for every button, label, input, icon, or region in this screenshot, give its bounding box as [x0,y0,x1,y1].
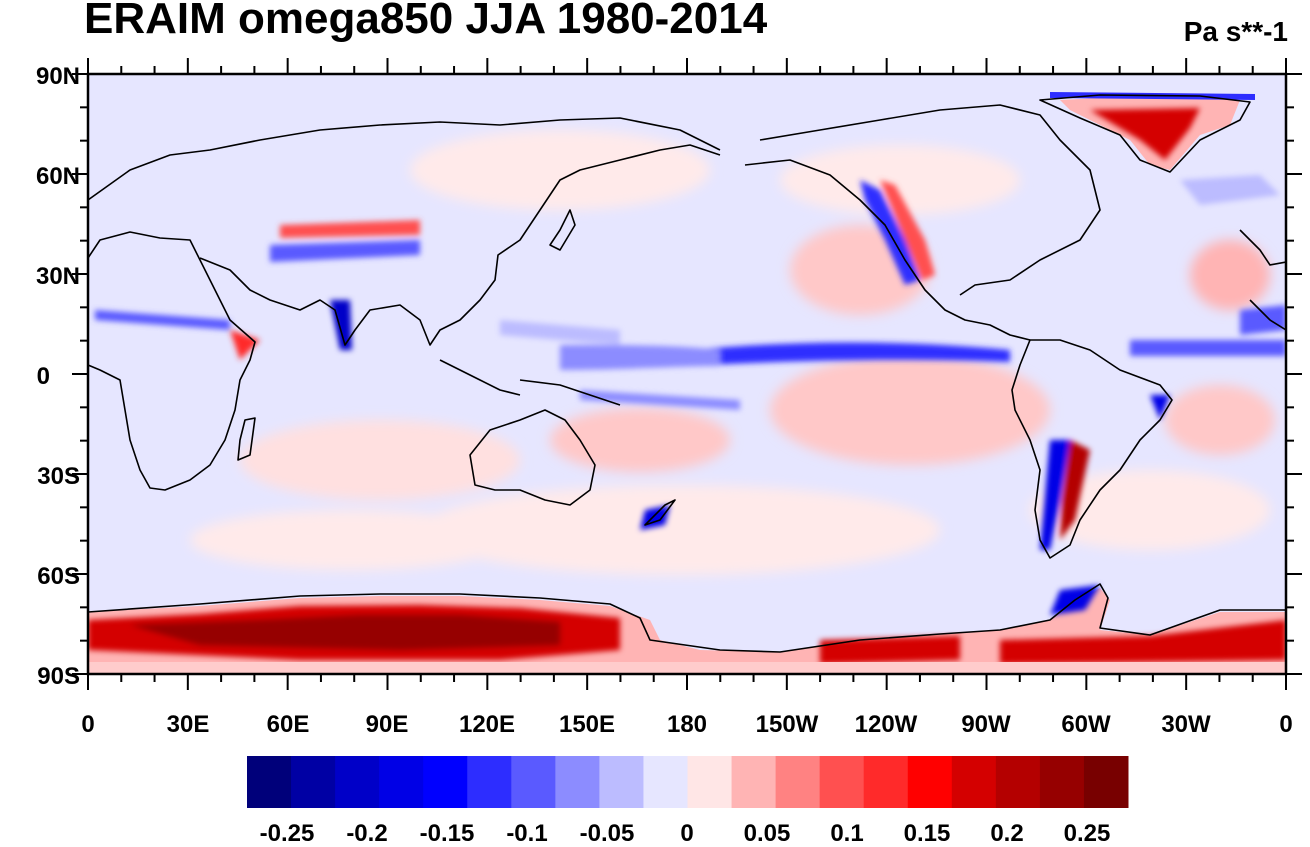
lon-label: 60E [267,711,310,738]
lat-label: 60S [37,563,80,590]
colorbar-tick-label: -0.05 [580,820,635,847]
antarctic-descent [88,588,1286,674]
lat-label: 90N [36,63,80,90]
colorbar-swatch [247,756,292,808]
colorbar-swatch [951,756,997,808]
colorbar-tick-label: -0.2 [346,820,387,847]
omega-field [88,74,1286,674]
colorbar-swatch [1039,756,1085,808]
colorbar [247,756,1129,808]
colorbar-swatch [335,756,380,808]
itcz-band [95,305,1286,410]
coastlines [88,94,1286,653]
lat-label: 90S [37,663,80,690]
lon-label: 60W [1061,711,1111,738]
lon-label: 0 [81,711,94,738]
colorbar-labels: -0.25 -0.2 -0.15 -0.1 -0.05 0 0.05 0.1 0… [260,820,1111,847]
colorbar-tick-label: -0.15 [420,820,475,847]
colorbar-swatch [467,756,512,808]
lon-label: 0 [1279,711,1292,738]
colorbar-tick-label: -0.1 [506,820,547,847]
colorbar-swatch [423,756,468,808]
lon-label: 120E [459,711,515,738]
lon-label: 150E [559,711,615,738]
colorbar-swatch [599,756,644,808]
colorbar-swatch [687,756,733,808]
units-label: Pa s**-1 [1183,16,1288,47]
colorbar-swatch [731,756,777,808]
colorbar-swatch [379,756,424,808]
lon-label: 90W [961,711,1011,738]
colorbar-swatch [511,756,556,808]
colorbar-tick-label: -0.25 [260,820,315,847]
colorbar-swatch [863,756,909,808]
lon-label: 180 [667,711,707,738]
colorbar-swatch [995,756,1041,808]
latitude-labels: 90N 60N 30N 0 30S 60S 90S [36,63,80,690]
plot-title: ERAIM omega850 JJA 1980-2014 [84,0,768,43]
orographic-dipoles [230,175,1280,615]
colorbar-tick-label: 0.05 [744,820,791,847]
lon-label: 90E [366,711,409,738]
lat-label: 60N [36,163,80,190]
colorbar-swatch [643,756,688,808]
lon-label: 30E [167,711,210,738]
colorbar-swatch [775,756,821,808]
lat-label: 0 [37,363,50,390]
lon-label: 120W [855,711,918,738]
colorbar-tick-label: 0 [680,820,693,847]
colorbar-tick-label: 0.2 [990,820,1023,847]
axis-ticks [72,58,1302,690]
colorbar-swatch [907,756,953,808]
colorbar-tick-label: 0.1 [830,820,863,847]
lon-label: 30W [1161,711,1211,738]
lat-label: 30S [37,463,80,490]
lon-label: 150W [756,711,819,738]
lat-label: 30N [36,263,80,290]
colorbar-swatch [555,756,600,808]
longitude-labels: 0 30E 60E 90E 120E 150E 180 150W 120W 90… [81,711,1292,738]
colorbar-tick-label: 0.25 [1064,820,1111,847]
colorbar-swatch [291,756,336,808]
colorbar-swatch [1083,756,1129,808]
subsidence-zones [190,130,1275,575]
colorbar-swatch [819,756,865,808]
colorbar-tick-label: 0.15 [904,820,951,847]
